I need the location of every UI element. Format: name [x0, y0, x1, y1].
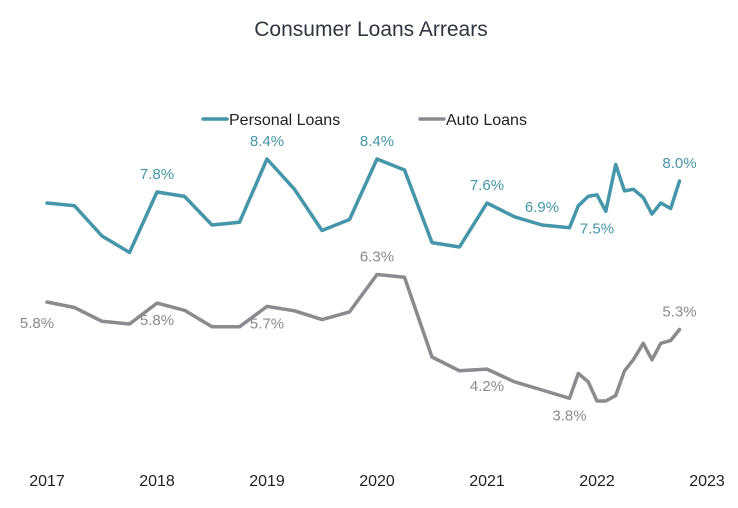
- series-lines: [45, 157, 682, 403]
- data-label: 7.5%: [580, 220, 614, 237]
- data-labels: 7.8% 8.4% 8.4% 7.6% 6.9% 7.5% 8.0% 5.8% 5.8% 5.7%…: [20, 133, 697, 424]
- legend-item-personal-loans: Personal Loans: [201, 112, 340, 129]
- data-label: 6.9%: [525, 199, 559, 216]
- x-tick-label: 2017: [29, 473, 65, 490]
- series-line-personal-loans: [45, 157, 682, 255]
- data-label: 6.3%: [360, 249, 394, 266]
- data-label: 8.0%: [662, 155, 696, 172]
- data-label: 3.8%: [552, 407, 586, 424]
- data-label: 5.7%: [250, 315, 284, 332]
- legend-label-auto-loans: Auto Loans: [446, 112, 527, 129]
- legend-item-auto-loans: Auto Loans: [418, 112, 527, 129]
- x-tick-label: 2020: [359, 473, 395, 490]
- data-label: 7.8%: [140, 166, 174, 183]
- legend-label-personal-loans: Personal Loans: [229, 112, 340, 129]
- data-label: 7.6%: [470, 177, 504, 194]
- legend: Personal Loans Auto Loans: [201, 112, 527, 129]
- x-tick-label: 2023: [689, 473, 725, 490]
- x-tick-label: 2021: [469, 473, 505, 490]
- data-label: 5.3%: [662, 304, 696, 321]
- x-tick-label: 2019: [249, 473, 285, 490]
- x-tick-label: 2018: [139, 473, 175, 490]
- series-line-auto-loans: [45, 272, 682, 403]
- x-axis-ticks: 2017 2018 2019 2020 2021 2022 2023: [29, 473, 725, 490]
- data-label: 8.4%: [250, 133, 284, 150]
- x-tick-label: 2022: [579, 473, 615, 490]
- chart-title: Consumer Loans Arrears: [254, 18, 487, 41]
- data-label: 5.8%: [20, 315, 54, 332]
- data-label: 5.8%: [140, 312, 174, 329]
- data-label: 8.4%: [360, 133, 394, 150]
- data-label: 4.2%: [470, 378, 504, 395]
